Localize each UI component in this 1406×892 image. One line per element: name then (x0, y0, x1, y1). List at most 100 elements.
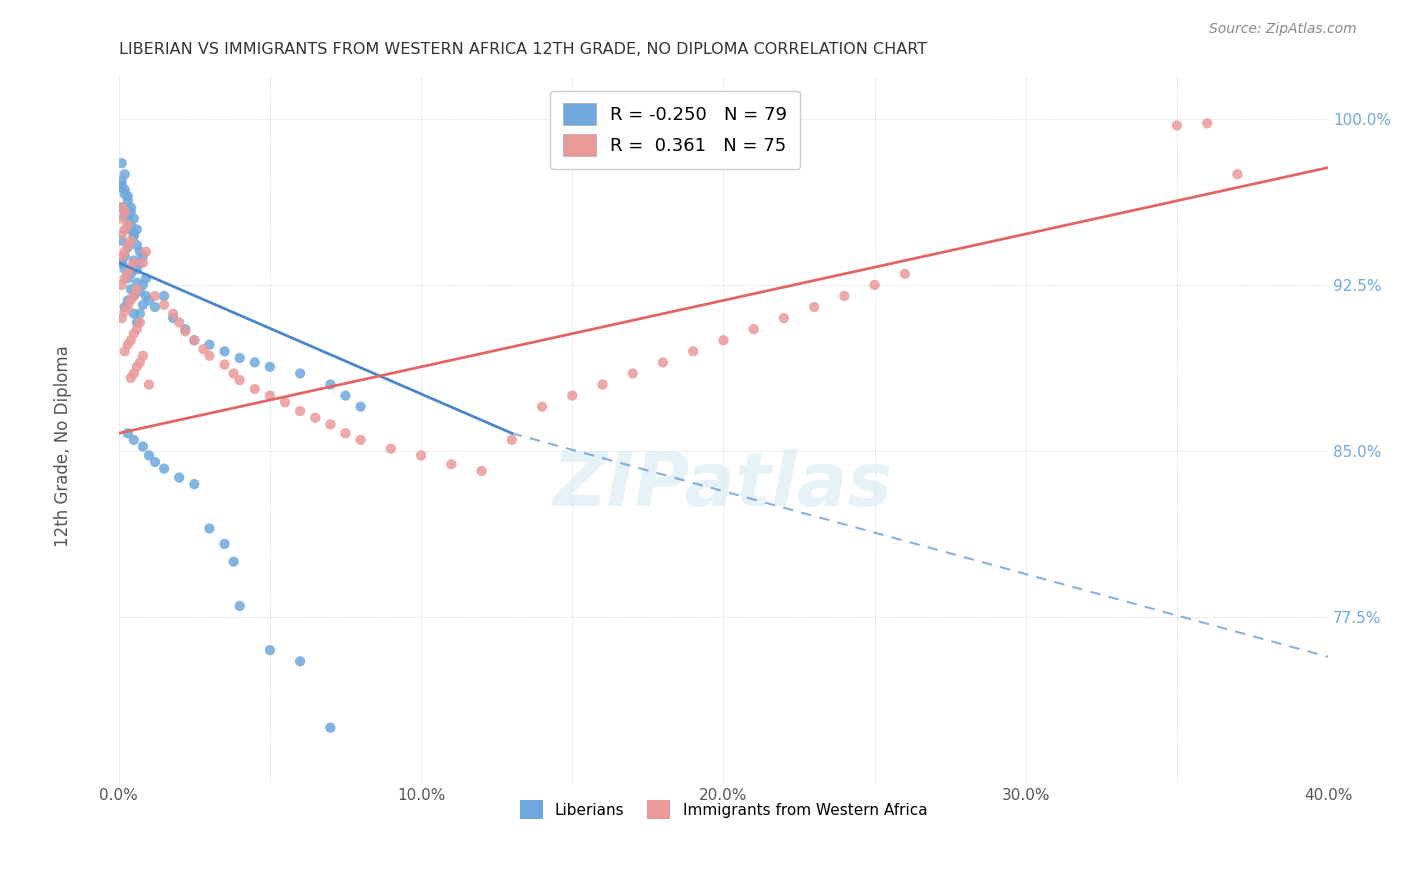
Point (111, 227, 134, 241)
Point (288, 404, 311, 418)
Point (120, 371, 142, 385)
Point (335, 426, 357, 441)
Point (834, 289, 856, 303)
Point (183, 477, 205, 491)
Point (135, 244, 157, 259)
Point (243, 382, 266, 396)
Point (138, 377, 160, 392)
Point (531, 400, 554, 414)
Point (114, 187, 136, 202)
Point (143, 455, 166, 469)
Point (440, 457, 463, 471)
Point (198, 349, 221, 363)
Point (122, 289, 145, 303)
Point (120, 260, 142, 275)
Point (894, 267, 917, 281)
Point (122, 211, 145, 226)
Point (132, 440, 155, 454)
Point (288, 367, 311, 381)
Point (228, 599, 250, 613)
Point (120, 218, 142, 232)
Point (153, 298, 176, 312)
Point (1226, 167, 1249, 181)
Point (162, 311, 184, 326)
Point (682, 344, 704, 359)
Point (120, 333, 142, 347)
Point (214, 358, 236, 372)
Text: LIBERIAN VS IMMIGRANTS FROM WESTERN AFRICA 12TH GRADE, NO DIPLOMA CORRELATION CH: LIBERIAN VS IMMIGRANTS FROM WESTERN AFRI… (118, 42, 927, 57)
Point (129, 285, 152, 299)
Text: ZIPatlas: ZIPatlas (554, 449, 893, 522)
Point (111, 277, 134, 292)
Point (125, 359, 148, 374)
Point (167, 470, 190, 484)
Point (111, 156, 134, 170)
Point (122, 433, 145, 447)
Point (111, 234, 134, 248)
Point (132, 349, 155, 363)
Point (122, 367, 145, 381)
Point (125, 222, 148, 236)
Point (652, 355, 675, 369)
Point (125, 276, 148, 290)
Point (167, 316, 190, 330)
Point (111, 180, 134, 194)
Point (129, 244, 152, 259)
Text: 12th Grade, No Diploma: 12th Grade, No Diploma (55, 345, 72, 547)
Point (125, 322, 148, 336)
Point (114, 183, 136, 197)
Point (117, 267, 139, 281)
Point (174, 325, 197, 339)
Point (742, 322, 765, 336)
Text: Source: ZipAtlas.com: Source: ZipAtlas.com (1209, 22, 1357, 37)
Point (162, 307, 184, 321)
Point (259, 389, 281, 403)
Point (129, 256, 152, 270)
Point (117, 426, 139, 441)
Point (117, 194, 139, 208)
Point (117, 189, 139, 203)
Point (288, 654, 311, 668)
Point (304, 410, 326, 425)
Point (117, 211, 139, 226)
Point (135, 289, 157, 303)
Point (120, 267, 142, 281)
Point (803, 300, 825, 314)
Point (561, 389, 583, 403)
Point (114, 167, 136, 181)
Point (120, 205, 142, 219)
Point (214, 537, 236, 551)
Point (713, 333, 735, 347)
Point (174, 322, 197, 336)
Point (122, 307, 145, 321)
Point (125, 282, 148, 296)
Point (198, 337, 221, 351)
Point (114, 262, 136, 277)
Point (111, 201, 134, 215)
Point (132, 277, 155, 292)
Point (129, 355, 152, 369)
Point (138, 449, 160, 463)
Point (120, 201, 142, 215)
Point (193, 342, 215, 356)
Point (143, 289, 166, 303)
Point (409, 449, 432, 463)
Point (114, 300, 136, 314)
Point (319, 721, 342, 735)
Point (122, 289, 145, 303)
Point (773, 311, 796, 326)
Point (198, 521, 221, 535)
Point (592, 377, 614, 392)
Point (111, 211, 134, 226)
Point (125, 238, 148, 252)
Point (114, 271, 136, 285)
Point (259, 359, 281, 374)
Point (501, 433, 523, 447)
Point (125, 262, 148, 277)
Point (214, 344, 236, 359)
Point (120, 293, 142, 308)
Point (228, 351, 250, 365)
Point (132, 249, 155, 263)
Point (143, 300, 166, 314)
Point (122, 227, 145, 241)
